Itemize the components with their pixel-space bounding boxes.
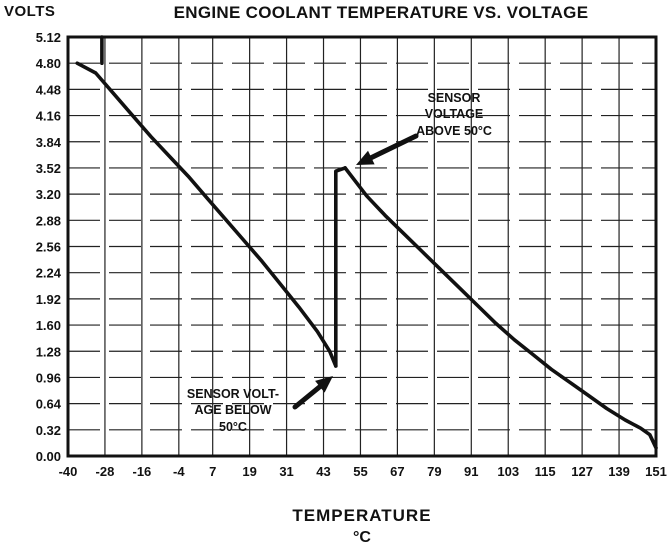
y-tick-label: 0.96 (36, 370, 61, 385)
x-tick-label: -4 (173, 464, 185, 479)
arrow-above-icon-head (356, 150, 375, 165)
y-tick-label: 1.28 (36, 344, 61, 359)
x-tick-label: 127 (571, 464, 593, 479)
x-tick-label: 103 (497, 464, 519, 479)
y-tick-label: 1.60 (36, 318, 61, 333)
x-tick-label: 7 (209, 464, 216, 479)
y-tick-label: 0.64 (36, 397, 62, 412)
y-axis-title: VOLTS (4, 3, 56, 20)
y-tick-label: 2.56 (36, 240, 61, 255)
x-tick-label: 79 (427, 464, 441, 479)
x-tick-label: 67 (390, 464, 404, 479)
y-tick-label: 0.00 (36, 449, 61, 464)
arrow-above-icon (362, 133, 419, 164)
y-tick-label: 3.20 (36, 187, 61, 202)
y-tick-label: 3.52 (36, 161, 61, 176)
annotation-line: SENSOR VOLT- (186, 387, 280, 401)
x-tick-label: -16 (132, 464, 151, 479)
x-tick-label: 91 (464, 464, 478, 479)
annotation-below-50c: SENSOR VOLT- AGE BELOW 50°C (170, 386, 296, 435)
annotation-line: ABOVE 50°C (416, 123, 492, 138)
annotation-above-50c: SENSOR VOLTAGE ABOVE 50°C (398, 90, 510, 139)
curve-above_50 (343, 166, 658, 450)
x-tick-label: 31 (279, 464, 293, 479)
annotation-line: SENSOR (427, 91, 481, 105)
y-tick-label: 0.32 (36, 423, 61, 438)
x-tick-label: 139 (608, 464, 630, 479)
x-tick-label: -28 (96, 464, 115, 479)
x-tick-label: -40 (59, 464, 78, 479)
curve-switch_jump (333, 166, 347, 368)
x-tick-label: 115 (535, 464, 556, 479)
plot-frame (66, 35, 658, 458)
y-tick-label: 4.80 (36, 56, 61, 71)
annotation-line: AGE BELOW (194, 403, 272, 418)
y-tick-label: 5.12 (36, 30, 61, 45)
x-tick-label: 19 (242, 464, 256, 479)
x-tick-label: 55 (353, 464, 367, 479)
y-tick-label: 1.92 (36, 292, 61, 307)
y-tick-label: 2.24 (36, 266, 62, 281)
x-axis-title: TEMPERATURE (292, 506, 432, 525)
curve-below_50 (75, 61, 338, 368)
y-tick-label: 2.88 (36, 213, 61, 228)
y-tick-label: 3.84 (36, 135, 62, 150)
arrow-below-icon-head (315, 376, 333, 393)
annotation-line: VOLTAGE (424, 107, 484, 122)
y-tick-label: 4.16 (36, 109, 61, 124)
x-axis-unit: °C (353, 529, 371, 546)
annotation-line: 50°C (219, 419, 247, 434)
chart-title: ENGINE COOLANT TEMPERATURE VS. VOLTAGE (173, 3, 589, 22)
y-tick-label: 4.48 (36, 82, 61, 97)
x-tick-label: 43 (316, 464, 330, 479)
x-tick-label: 151 (645, 464, 667, 479)
